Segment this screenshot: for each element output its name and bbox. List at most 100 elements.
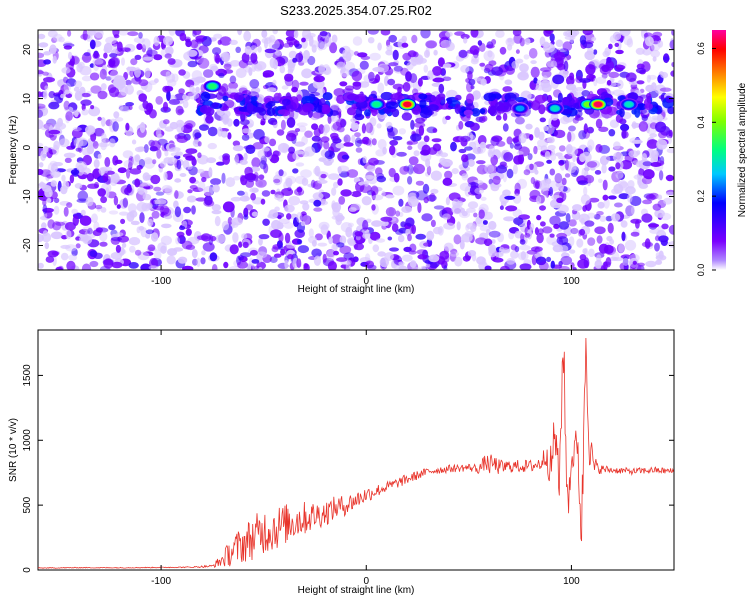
spectrogram-cell — [270, 189, 276, 195]
spectrogram-cell — [603, 198, 610, 209]
signal-band-cell — [253, 107, 265, 113]
spectrogram-cell — [523, 169, 531, 176]
spectrogram-cell — [610, 213, 621, 222]
spectrogram-cell — [550, 152, 557, 161]
spectrogram-cell — [587, 237, 596, 246]
spectrogram-cell — [272, 150, 280, 157]
spectrogram-cell — [124, 79, 132, 86]
spectrogram-cell — [233, 118, 240, 127]
signal-band-cell — [267, 101, 276, 107]
spectrogram-cell — [340, 68, 350, 77]
spectrogram-cell — [192, 258, 198, 266]
spectrogram-cell — [229, 244, 239, 255]
spectrogram-cell — [529, 163, 534, 170]
spectrogram-cell — [579, 153, 586, 163]
spectrogram-cell — [566, 146, 579, 157]
spectrogram-cell — [612, 89, 625, 97]
colorbar-gradient — [712, 30, 726, 270]
spectrogram-cell — [417, 202, 422, 214]
spectrogram-cell — [313, 75, 325, 83]
spectrogram-cell — [197, 181, 206, 192]
spectrogram-cell — [270, 229, 282, 239]
spectrogram-cell — [619, 30, 631, 37]
spectrogram-cell — [38, 42, 49, 48]
spectrogram-cell — [345, 85, 355, 91]
spectrogram-cell — [646, 139, 659, 149]
spectrogram-cell — [579, 228, 586, 236]
spectrogram-cell — [229, 75, 237, 84]
spectrogram-cell — [46, 197, 52, 203]
signal-band-cell — [200, 91, 211, 102]
spectrogram-cell — [74, 90, 83, 101]
spectrogram-cell — [71, 248, 78, 257]
spectrogram-cell — [595, 118, 603, 129]
signal-band-cell — [463, 109, 474, 117]
spectrogram-cell — [461, 154, 469, 163]
spectrogram-cell — [142, 56, 154, 61]
spectrogram-cell — [403, 165, 410, 172]
spectrogram-cell — [362, 219, 369, 231]
spectrogram-cell — [54, 122, 67, 130]
spectrogram-cell — [153, 249, 162, 261]
spectrogram-cell — [288, 195, 301, 206]
spectrogram-cell — [606, 56, 612, 64]
spectrogram-cell — [602, 194, 609, 201]
spectrogram-cell — [106, 63, 116, 68]
spectrogram-cell — [182, 265, 194, 270]
spectrogram-cell — [162, 36, 174, 46]
spectrogram-cell — [97, 188, 106, 197]
spectrogram-cell — [472, 147, 483, 155]
spectrogram-cell — [272, 59, 278, 70]
spectrogram-cell — [415, 233, 427, 240]
signal-band-cell — [646, 93, 652, 100]
signal-band-cell — [665, 96, 674, 103]
spectrogram-cell — [249, 79, 260, 89]
spectrogram-cell — [513, 155, 523, 165]
spectrogram-cell — [94, 204, 103, 210]
spectrogram-cell — [454, 256, 463, 267]
spectrogram-cell — [533, 77, 538, 84]
spectrogram-cell — [384, 75, 389, 87]
spectrogram-cell — [568, 249, 576, 254]
spectrogram-cell — [597, 201, 605, 209]
spectrogram-cell — [553, 51, 566, 61]
spectrogram-cell — [401, 35, 408, 43]
spectrogram-cell — [498, 246, 505, 255]
spectrogram-cell — [539, 36, 546, 47]
spectrogram-cell — [513, 34, 523, 44]
spectrogram-cell — [657, 40, 664, 48]
spectrogram-cell — [218, 72, 225, 78]
spectrogram-cell — [355, 147, 363, 153]
spectrogram-cell — [629, 253, 640, 263]
spectrogram-cell — [644, 238, 651, 249]
spectrogram-cell — [491, 66, 503, 76]
spectrogram-cell — [423, 135, 430, 143]
spectrogram-cell — [64, 221, 76, 231]
spectrogram-cell — [237, 30, 243, 36]
spectrogram-cell — [331, 34, 338, 44]
spectrogram-cell — [438, 83, 445, 94]
spectrogram-cell — [367, 30, 379, 35]
spectrogram-cell — [237, 261, 248, 269]
signal-band-cell — [322, 92, 333, 101]
spectrogram-cell — [519, 263, 532, 270]
y-tick-label: 1000 — [22, 429, 33, 452]
spectrogram-cell — [437, 226, 444, 236]
spectrogram-cell — [222, 155, 230, 165]
signal-band-cell — [250, 96, 258, 102]
spectrogram-cell — [458, 49, 468, 59]
spectrogram-cell — [630, 218, 642, 224]
spectrogram-cell — [613, 141, 621, 150]
spectrogram-cell — [120, 218, 126, 225]
spectrogram-cell — [52, 33, 63, 42]
spectrogram-cell — [187, 91, 200, 100]
spectrogram-cell — [241, 52, 250, 64]
spectrogram-cell — [192, 30, 202, 36]
spectrogram-cell — [255, 251, 268, 259]
spectrogram-cell — [243, 145, 255, 150]
spectrogram-cell — [58, 265, 64, 270]
spectrogram-cell — [333, 88, 345, 97]
signal-band-cell — [634, 106, 641, 118]
spectrogram-cell — [558, 145, 566, 152]
y-tick-label: -10 — [22, 189, 33, 204]
